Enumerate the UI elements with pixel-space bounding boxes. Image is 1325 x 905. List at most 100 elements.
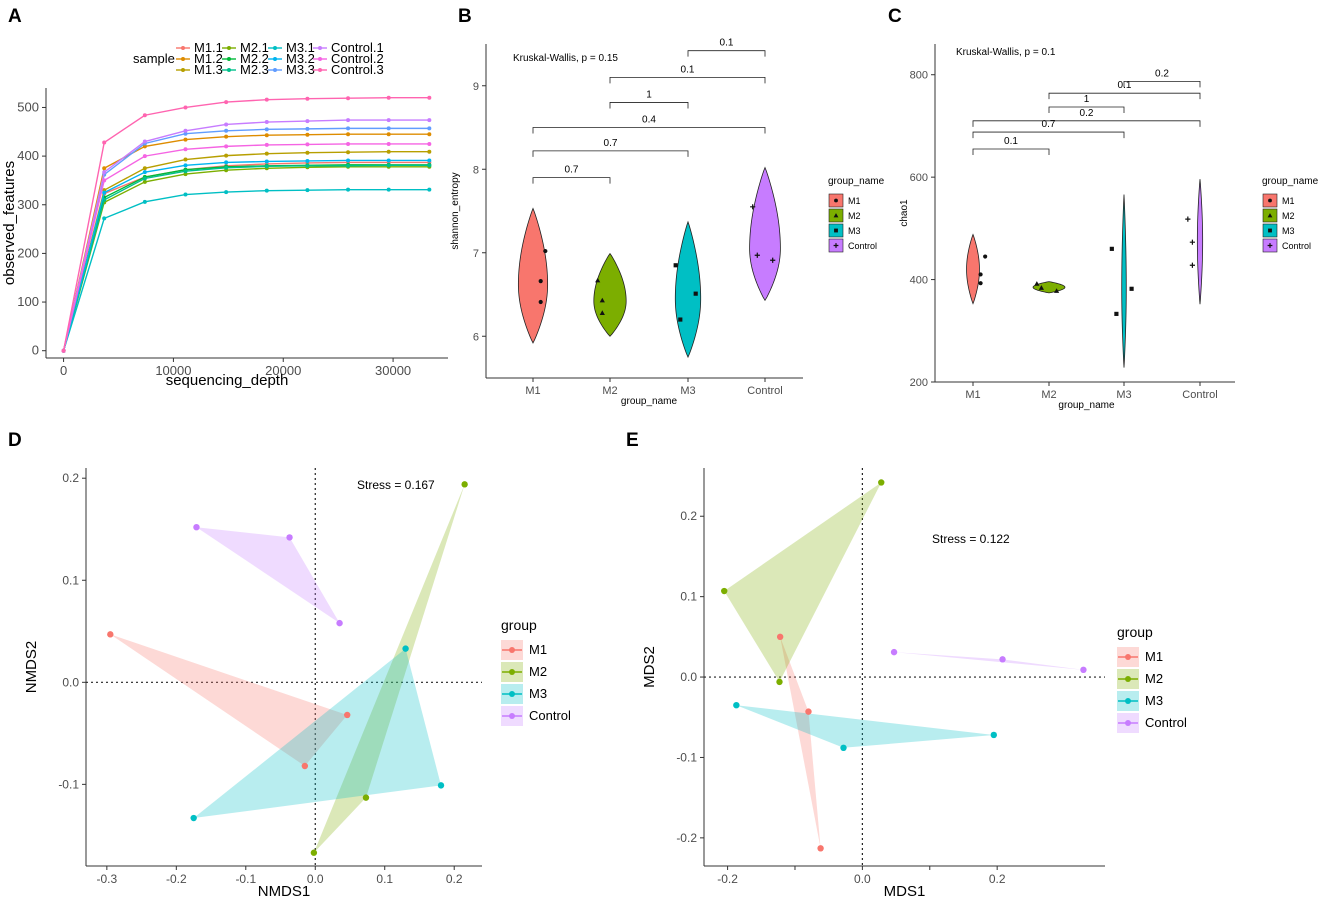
- data-point-Control: [754, 252, 760, 258]
- data-point-Control: [286, 534, 293, 541]
- legend-key-point: [318, 57, 322, 61]
- data-point-M3: [190, 814, 197, 822]
- data-point-M2: [362, 794, 370, 801]
- legend-key-point: [318, 46, 322, 50]
- legend-label: M3: [529, 686, 547, 701]
- data-point-Control: [999, 656, 1006, 663]
- data-point-M3: [1109, 246, 1114, 251]
- legend-title: group: [501, 617, 537, 633]
- y-axis-title: chao1: [899, 199, 910, 227]
- panel-label-e: E: [626, 430, 639, 451]
- data-point-M1.2: [142, 144, 147, 149]
- hull-M3: [193, 648, 442, 819]
- data-point-M2.3: [142, 176, 147, 181]
- legend-key-point: [1125, 676, 1131, 682]
- data-point-M1.3: [183, 157, 188, 162]
- x-tick-label: 20000: [265, 363, 301, 378]
- y-axis-title: NMDS2: [23, 641, 40, 694]
- data-point-Control: [750, 204, 756, 210]
- data-point-M1: [983, 254, 988, 259]
- data-point-Control.3: [346, 96, 351, 101]
- comparison-bracket: [532, 177, 611, 184]
- data-point-M1.2: [183, 137, 188, 142]
- data-point-M2: [461, 481, 468, 488]
- data-point-Control.2: [427, 141, 432, 146]
- series-line-M2.3: [62, 164, 430, 351]
- hull-M2: [313, 484, 465, 853]
- data-point-M1.3: [264, 151, 269, 156]
- stress-annotation: Stress = 0.167: [357, 478, 435, 492]
- mds-chart: -0.2 -0.1 0.0 0.1 0.2 -0.2 0.0 0.2 MDS1 MDS2 Stres…: [641, 468, 1187, 900]
- legend-label: M3: [1145, 693, 1163, 708]
- data-point-Control.2: [224, 144, 229, 149]
- data-point-M3: [673, 263, 678, 268]
- data-point-M1.3: [305, 150, 310, 155]
- legend-label: Control.1: [331, 40, 384, 55]
- legend-key-point: [273, 46, 277, 50]
- legend-key-point: [509, 713, 515, 719]
- comparison-pvalue: 0.7: [565, 165, 579, 176]
- data-point-M1: [805, 708, 812, 715]
- legend-title: group_name: [1262, 176, 1319, 187]
- data-point-Control.3: [427, 95, 432, 100]
- data-point-M2: [310, 849, 318, 856]
- shannon-violin-chart: 6 7 8 9 M1 M2 M3 Control group_name shannon_entro…: [450, 38, 885, 407]
- legend-label: M2.2: [240, 51, 269, 66]
- legend-key-marker: [1267, 243, 1273, 248]
- x-tick-label: M2: [602, 385, 617, 397]
- x-tick-label: Control: [1182, 389, 1217, 401]
- legend-label: M2: [1145, 671, 1163, 686]
- data-point-Control.1: [305, 119, 310, 124]
- data-point-M1: [301, 762, 309, 770]
- y-tick-label: 500: [17, 99, 39, 114]
- data-point-M3: [402, 645, 409, 652]
- legend-key-marker: [834, 228, 838, 233]
- data-point-M1: [538, 279, 543, 284]
- data-point-M3.3: [224, 128, 229, 133]
- series-line-Control.2: [62, 143, 430, 351]
- data-point-M1.3: [386, 149, 391, 154]
- legend-label: M3: [848, 226, 861, 236]
- legend-key-marker: [1268, 198, 1272, 203]
- data-point-M1.3: [427, 149, 432, 154]
- legend-title: group_name: [828, 176, 885, 187]
- x-tick-label: -0.1: [235, 872, 256, 886]
- comparison-bracket: [972, 131, 1125, 139]
- x-tick-label: M1: [965, 389, 980, 401]
- data-point-M3.3: [305, 126, 310, 131]
- y-tick-label: -0.1: [58, 777, 79, 791]
- legend-label: M3.3: [286, 62, 315, 77]
- comparison-bracket: [1048, 92, 1201, 100]
- data-point-M3: [1129, 286, 1134, 291]
- data-point-M2.3: [183, 169, 188, 174]
- chao1-violin-chart: 200 400 600 800 M1 M2 M3 Control group_name chao1…: [899, 44, 1319, 411]
- data-point-M3.2: [427, 158, 432, 163]
- x-tick-label: 0.0: [854, 872, 871, 886]
- y-tick-label: 0.1: [680, 590, 697, 604]
- y-tick-label: 0.2: [62, 471, 79, 485]
- y-tick-label: 800: [910, 70, 928, 82]
- data-point-Control: [1080, 666, 1087, 674]
- data-point-Control: [1185, 216, 1191, 222]
- data-point-M3.3: [346, 126, 351, 131]
- data-point-M1: [543, 249, 548, 254]
- data-point-M1.2: [346, 132, 351, 137]
- legend-key-point: [509, 647, 515, 653]
- x-tick-label: 10000: [155, 363, 191, 378]
- hull-M2: [724, 482, 882, 682]
- data-point-M2.3: [386, 163, 391, 168]
- series-line-M3.3: [62, 127, 430, 351]
- y-tick-label: -0.2: [676, 831, 697, 845]
- legend-label: Control: [848, 241, 877, 251]
- data-point-Control.3: [224, 100, 229, 105]
- legend-label: M1.2: [194, 51, 223, 66]
- legend-title: sample: [133, 51, 175, 66]
- legend-key-point: [1125, 698, 1131, 704]
- data-point-M1.2: [102, 166, 107, 171]
- panel-label-d: D: [8, 430, 22, 451]
- series-line-Control.3: [62, 97, 430, 351]
- data-point-M3.3: [264, 127, 269, 132]
- comparison-pvalue: 0.7: [1042, 119, 1056, 130]
- data-point-Control: [770, 257, 776, 263]
- data-point-M1: [538, 299, 543, 305]
